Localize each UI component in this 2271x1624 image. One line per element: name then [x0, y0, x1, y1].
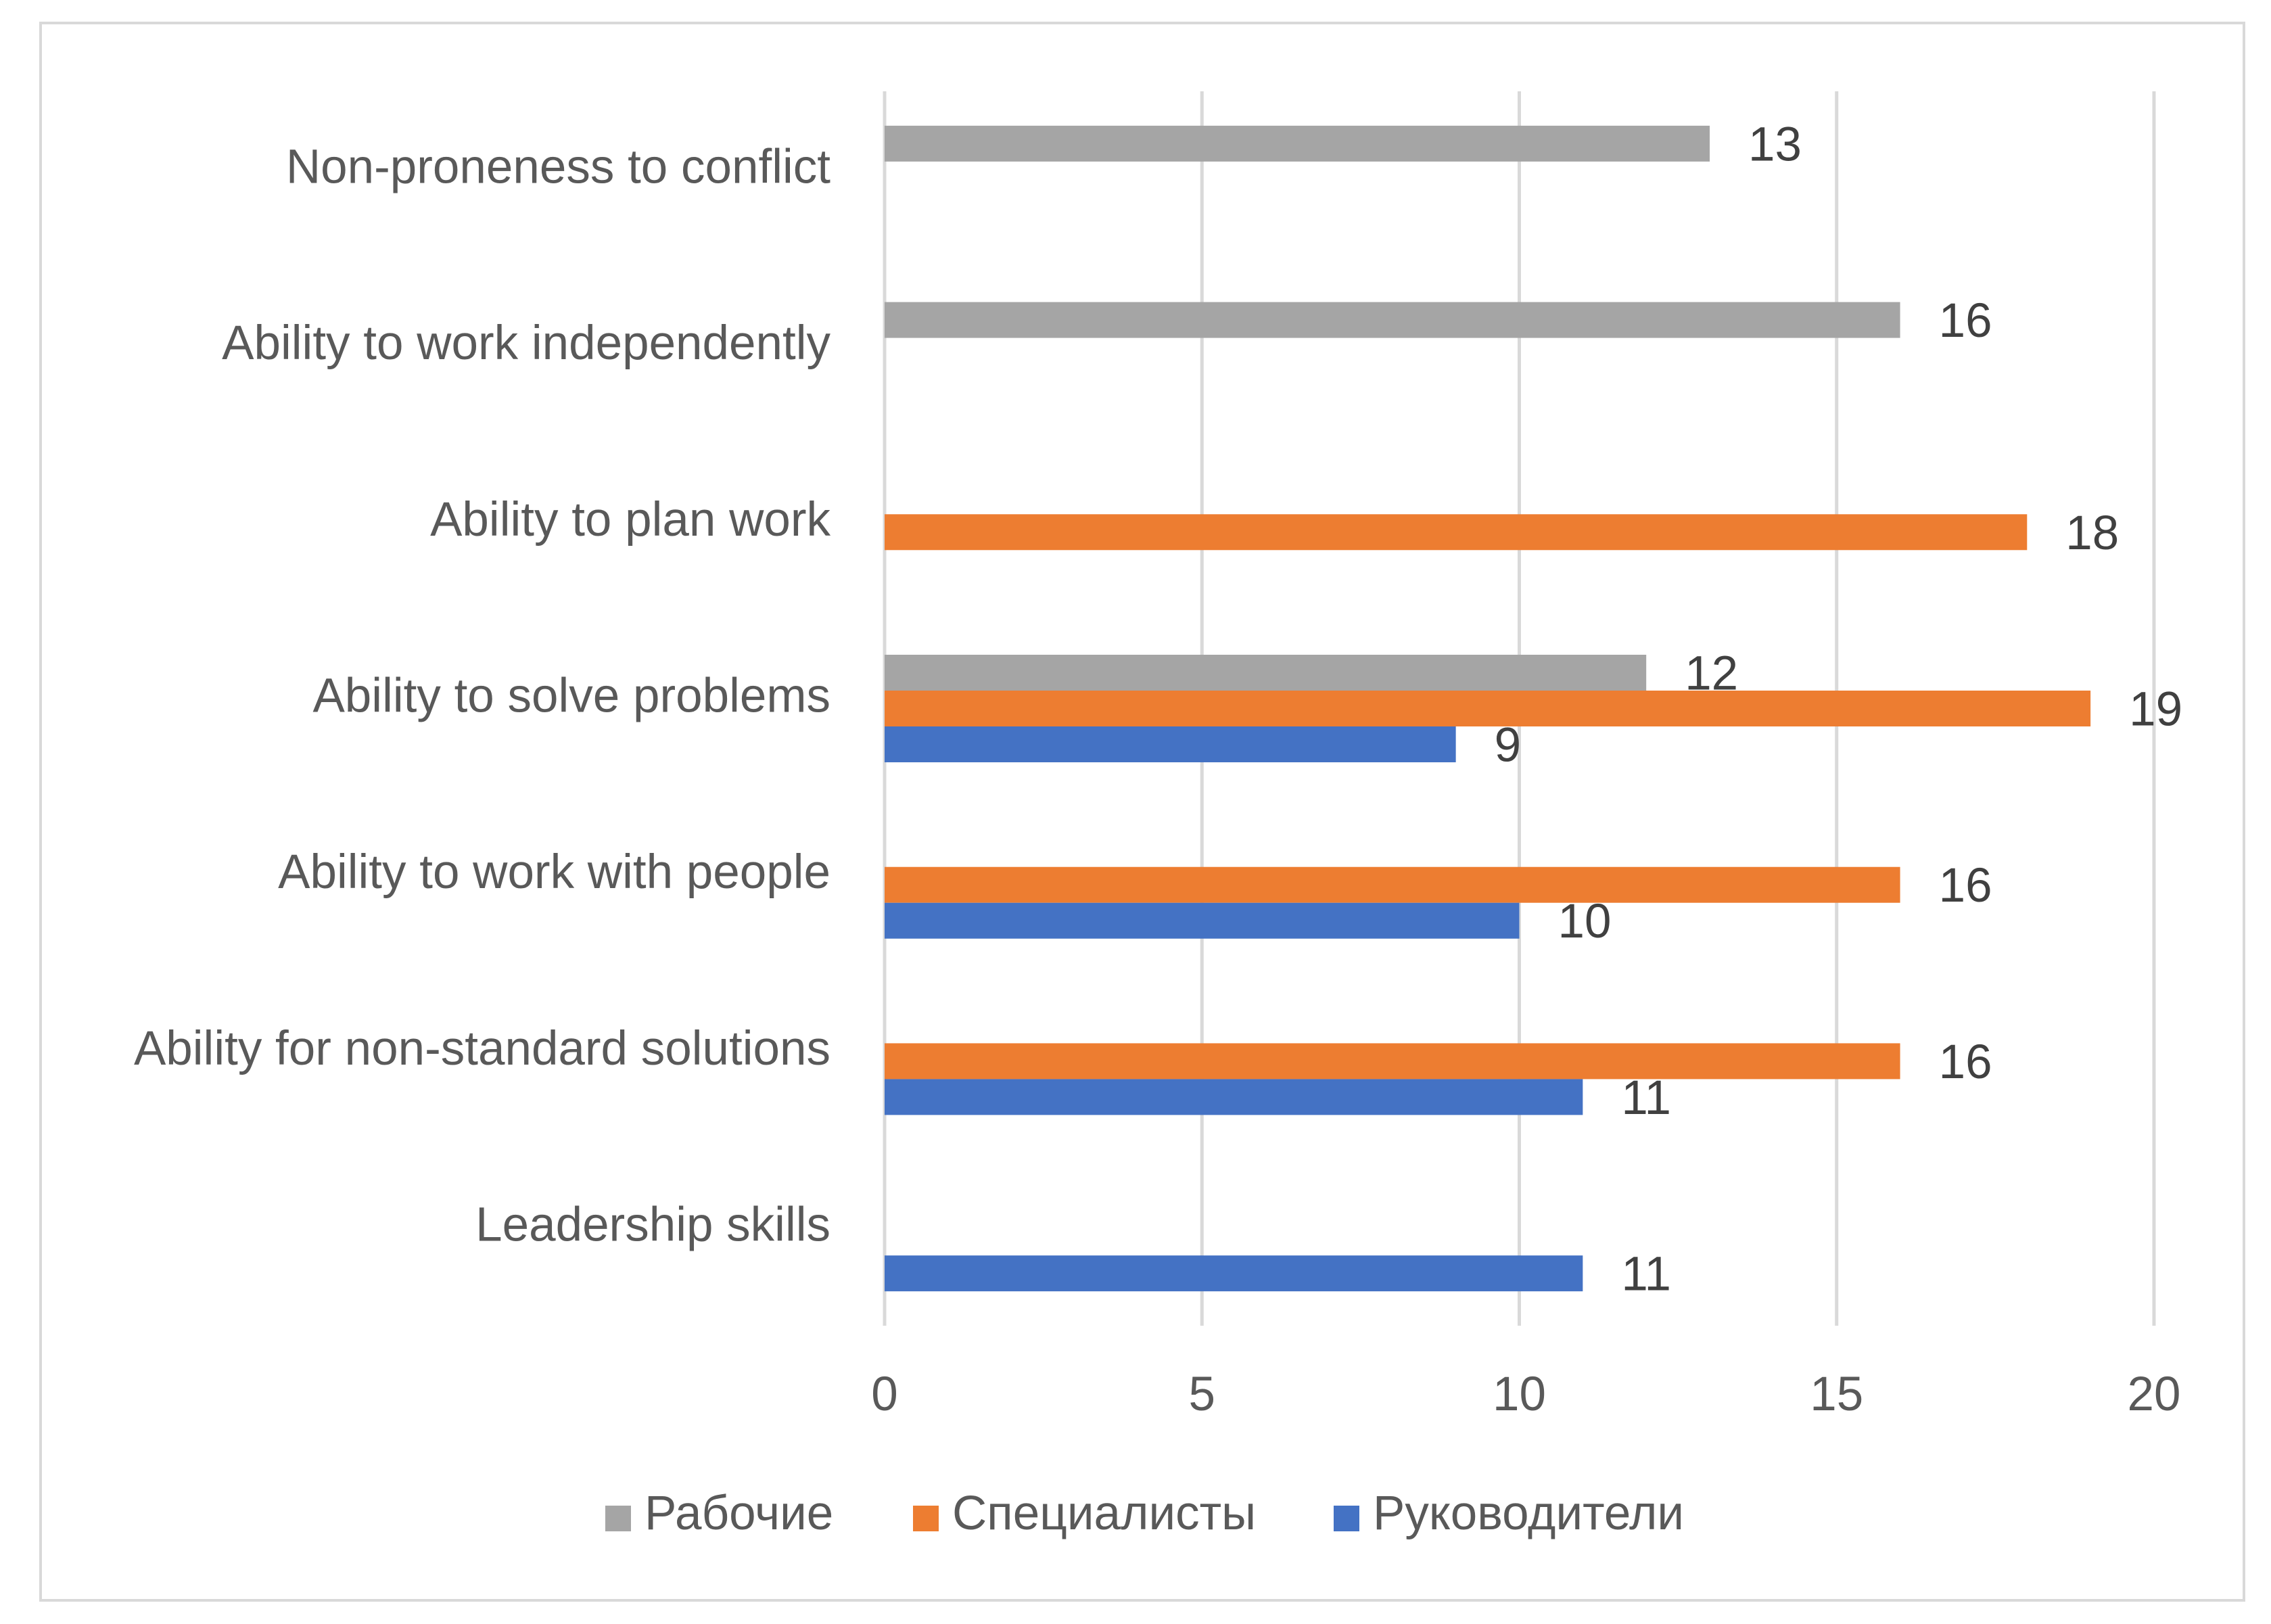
data-label: 16: [1939, 294, 1992, 348]
legend-label: Руководители: [1373, 1487, 1684, 1540]
data-label: 10: [1558, 895, 1612, 948]
category-label: Ability to work independently: [222, 317, 830, 370]
legend-label: Специалисты: [952, 1487, 1256, 1540]
legend-swatch-2: [913, 1506, 939, 1531]
bar-Руководители-6: [885, 1079, 1583, 1115]
bar-Руководители-7: [885, 1255, 1583, 1292]
legend-label: Рабочие: [645, 1487, 833, 1540]
bar-Рабочие-1: [885, 125, 1710, 162]
data-label: 13: [1748, 118, 1802, 171]
x-tick-label: 20: [2128, 1368, 2181, 1421]
legend-swatch-1: [605, 1506, 631, 1531]
x-tick-label: 0: [871, 1368, 898, 1421]
bar-Специалисты-5: [885, 866, 1900, 903]
data-label: 19: [2129, 683, 2182, 737]
bar-Руководители-5: [885, 902, 1520, 939]
category-label: Leadership skills: [475, 1199, 830, 1252]
x-tick-label: 10: [1493, 1368, 1546, 1421]
data-label: 18: [2065, 507, 2119, 560]
bar-Специалисты-4: [885, 691, 2091, 726]
x-tick-label: 5: [1189, 1368, 1216, 1421]
bar-Руководители-4: [885, 726, 1456, 762]
bar-Специалисты-6: [885, 1043, 1900, 1080]
bar-Рабочие-2: [885, 302, 1900, 338]
legend-swatch-3: [1334, 1506, 1359, 1531]
bar-Рабочие-4: [885, 655, 1647, 691]
category-label: Ability for non-standard solutions: [134, 1022, 830, 1075]
chart-frame: [39, 22, 2245, 1602]
x-tick-label: 15: [1810, 1368, 1863, 1421]
category-label: Non-proneness to conflict: [286, 140, 830, 193]
data-label: 11: [1621, 1071, 1671, 1125]
data-label: 11: [1621, 1248, 1671, 1301]
data-label: 16: [1939, 1036, 1992, 1089]
data-label: 16: [1939, 859, 1992, 912]
category-label: Ability to work with people: [278, 845, 830, 899]
bar-Специалисты-3: [885, 514, 2028, 551]
data-label: 9: [1495, 719, 1522, 772]
category-label: Ability to plan work: [430, 493, 830, 547]
category-label: Ability to solve problems: [312, 670, 830, 723]
